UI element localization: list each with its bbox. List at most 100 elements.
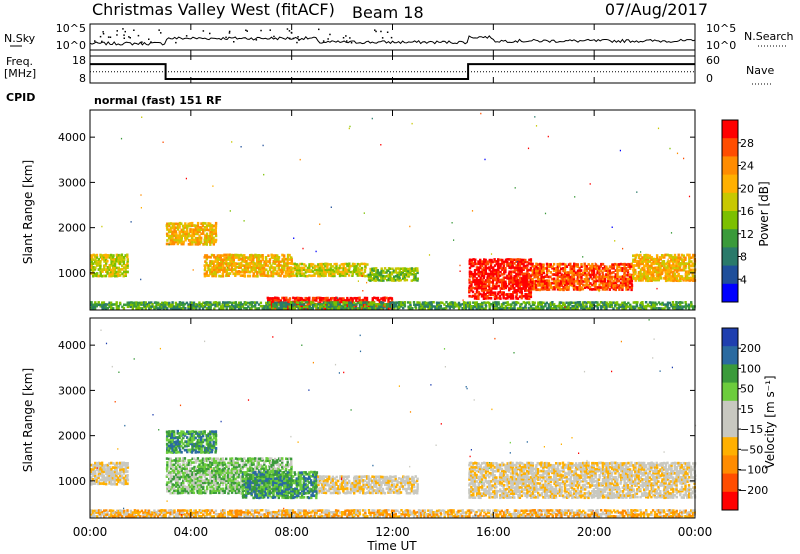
data-cell [171,491,175,495]
data-cell [113,472,117,475]
data-cell [522,262,525,266]
data-cell [252,254,255,257]
data-cell [654,301,657,304]
data-cell [612,275,616,279]
data-cell [578,266,581,270]
data-cell [673,268,676,272]
data-cell [111,472,115,475]
data-cell [198,485,201,489]
data-cell [241,259,244,263]
data-cell [616,277,619,280]
data-cell-sparse [315,250,317,253]
data-cell [225,479,228,483]
data-cell [215,457,218,460]
data-cell [236,270,239,274]
data-cell [527,306,530,310]
data-cell [378,273,381,276]
data-cell [276,307,279,310]
data-cell [643,258,646,262]
data-cell [121,482,124,485]
data-cell [656,266,659,270]
data-cell [169,226,173,230]
data-cell [628,281,632,285]
data-cell [109,301,113,304]
data-cell [190,483,194,487]
data-cell [102,268,106,271]
data-cell [200,440,203,443]
data-cell [166,307,169,310]
data-cell [626,284,630,287]
data-cell [265,307,268,310]
data-cell [671,301,675,304]
data-cell [666,305,669,308]
data-cell [598,267,601,270]
data-cell [308,296,311,300]
data-cell [200,432,203,436]
data-cell [124,463,128,467]
data-cell [469,280,473,284]
data-cell [211,485,214,489]
data-cell [331,270,334,273]
noise-spike-dot [260,29,262,32]
data-cell [594,267,598,271]
data-cell [522,260,525,263]
data-cell [241,254,244,257]
data-cell [169,444,172,448]
data-cell [664,305,667,308]
data-cell [482,268,486,271]
data-cell [207,238,211,241]
data-cell [196,465,200,468]
data-cell [668,277,671,280]
data-cell [596,287,599,291]
data-cell [502,296,505,300]
data-cell [222,305,225,308]
data-cell [508,292,511,296]
data-cell [513,275,516,278]
data-cell [108,305,111,308]
data-cell [209,442,212,446]
data-cell [317,268,320,271]
data-cell [93,470,97,473]
data-cell [376,277,379,280]
data-cell [562,269,565,273]
data-cell [479,292,482,296]
data-cell [641,266,644,270]
data-cell [181,234,185,237]
data-cell [650,303,653,306]
data-cell [182,461,185,464]
data-cell [194,459,198,462]
data-cell [329,274,333,278]
data-cell [105,472,108,475]
data-cell [313,296,316,300]
data-cell [672,260,675,264]
data-cell [222,264,225,267]
data-cell [477,286,481,290]
data-cell [524,276,527,280]
data-cell [266,274,270,278]
data-cell [178,459,181,462]
data-cell-sparse [558,307,560,309]
data-cell [346,268,349,271]
data-cell [673,276,677,280]
data-cell [99,268,102,272]
data-cell [272,266,275,269]
data-cell [594,263,598,266]
data-cell [238,266,241,269]
data-cell [675,274,678,278]
data-cell [660,264,664,268]
data-cell [214,481,218,484]
data-cell [124,274,127,277]
y-tick-label: 1000 [58,267,86,280]
data-cell [259,254,263,257]
data-cell [477,294,480,298]
data-cell [511,295,515,298]
data-cell [304,268,308,272]
data-cell [101,470,104,473]
data-cell [363,268,367,272]
data-cell [513,305,516,308]
data-cell [355,303,358,306]
data-cell [480,289,484,292]
data-cell [216,264,219,267]
data-cell-sparse [192,269,194,271]
data-cell-sparse [411,122,413,125]
